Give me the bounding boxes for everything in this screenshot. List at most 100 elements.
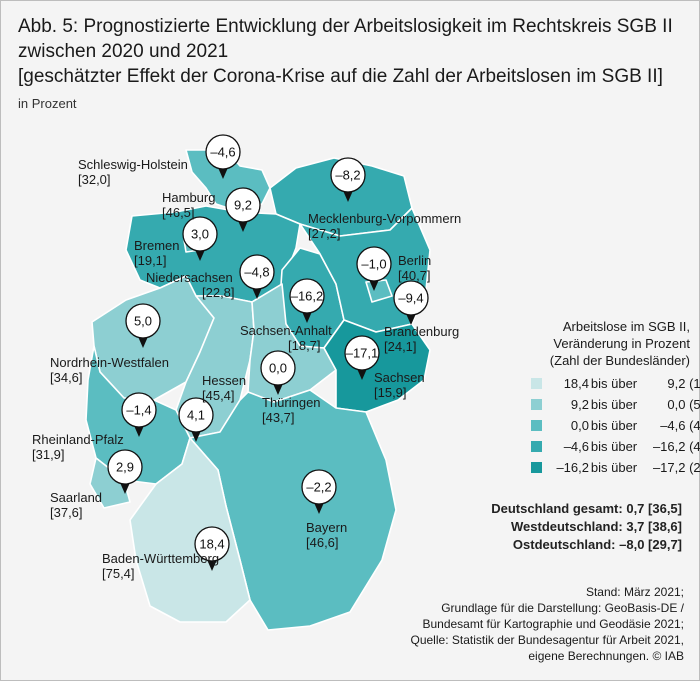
label-rp: Rheinland-Pfalz [31,9]: [32, 432, 124, 462]
value-pin-be: –1,0: [356, 246, 392, 291]
summary-label-east: Ostdeutschland:: [512, 537, 616, 552]
legend-text-5: –16,2 bis über –17,2 (2): [549, 460, 700, 475]
pin-bubble-hh: [225, 187, 261, 223]
source-note: Stand: März 2021; Grundlage für die Dars…: [384, 584, 685, 664]
label-hb: Bremen [19,1]: [134, 238, 180, 268]
label-sh-share: [32,0]: [78, 172, 111, 187]
label-th: Thüringen [43,7]: [262, 395, 321, 425]
label-sh: Schleswig-Holstein [32,0]: [78, 157, 188, 187]
label-nw: Nordrhein-Westfalen [34,6]: [50, 355, 169, 385]
legend-mid-2: bis über: [590, 397, 638, 412]
pin-bubble-sl: [107, 449, 143, 485]
legend-from-5: –16,2: [556, 460, 589, 475]
pin-value-ni: –4,8: [244, 265, 269, 280]
pin-value-bb: –9,4: [398, 291, 423, 306]
summary-label-de: Deutschland gesamt:: [491, 501, 623, 516]
summary-row-west: Westdeutschland: 3,7 [38,6]: [460, 518, 682, 536]
label-sh-name: Schleswig-Holstein: [78, 157, 188, 172]
summary-value-west: 3,7 [38,6]: [626, 519, 682, 534]
summary-value-de: 0,7 [36,5]: [626, 501, 682, 516]
label-ni: Niedersachsen [22,8]: [146, 270, 235, 300]
pin-value-nw: 5,0: [134, 314, 152, 329]
title-line-2: zwischen 2020 und 2021: [18, 41, 229, 62]
label-mv: Mecklenburg-Vorpommern [27,2]: [308, 211, 461, 241]
source-line-4: Quelle: Statistik der Bundesagentur für …: [410, 633, 685, 647]
pin-bubble-hb: [182, 216, 218, 252]
value-pin-mv: –8,2: [330, 157, 366, 202]
label-be-share: [40,7]: [398, 268, 431, 283]
pin-value-sl: 2,9: [116, 460, 134, 475]
legend-to-5: –17,2 (2): [652, 460, 700, 475]
label-bb: Brandenburg [24,1]: [384, 324, 459, 354]
value-pin-sh: –4,6: [205, 134, 241, 179]
pin-value-st: –16,2: [291, 289, 324, 304]
legend-mid-4: bis über: [590, 439, 638, 454]
pin-bubble-nw: [125, 303, 161, 339]
summary-value-east: –8,0 [29,7]: [619, 537, 682, 552]
value-pin-rp: –1,4: [121, 392, 157, 437]
legend-to-3: –4,6 (4): [660, 418, 700, 433]
legend-mid-1: bis über: [590, 376, 638, 391]
pin-bubble-th: [260, 350, 296, 386]
legend-swatch-5: [531, 462, 542, 473]
label-th-share: [43,7]: [262, 410, 295, 425]
label-sl-name: Saarland: [50, 490, 103, 505]
value-pin-by: –2,2: [301, 469, 337, 514]
value-pin-nw: 5,0: [125, 303, 161, 348]
pin-value-hb: 3,0: [191, 227, 209, 242]
pin-value-be: –1,0: [361, 257, 386, 272]
pin-bubble-sn: [344, 335, 380, 371]
legend-to-4: –16,2 (4): [652, 439, 700, 454]
pin-bubble-mv: [330, 157, 366, 193]
source-line-2: Grundlage für die Darstellung: GeoBasis-…: [441, 601, 684, 615]
legend-title-2: Veränderung in Prozent: [553, 336, 690, 351]
label-bb-share: [24,1]: [384, 339, 417, 354]
legend-swatch-1: [531, 378, 542, 389]
value-pin-bw: 18,4: [194, 526, 230, 571]
legend-to-2: 0,0 (5): [667, 397, 700, 412]
value-pin-hh: 9,2: [225, 187, 261, 232]
label-bw-name: Baden-Württemberg: [102, 551, 220, 566]
title-line-3: [geschätzter Effekt der Corona-Krise auf…: [18, 66, 663, 87]
label-sl-share: [37,6]: [50, 505, 83, 520]
summary: Deutschland gesamt: 0,7 [36,5] Westdeuts…: [460, 500, 682, 554]
label-st-name: Sachsen-Anhalt: [240, 323, 332, 338]
summary-row-east: Ostdeutschland: –8,0 [29,7]: [460, 536, 682, 554]
label-mv-name: Mecklenburg-Vorpommern: [308, 211, 462, 226]
label-sl: Saarland [37,6]: [50, 490, 102, 520]
label-sn-name: Sachsen: [374, 370, 425, 385]
pin-value-he: 4,1: [187, 408, 205, 423]
legend-swatch-3: [531, 420, 542, 431]
legend-from-4: –4,6: [563, 439, 589, 454]
title-line-1: Abb. 5: Prognostizierte Entwicklung der …: [18, 16, 673, 37]
label-he-name: Hessen: [202, 373, 247, 388]
legend-title-3: (Zahl der Bundesländer): [549, 353, 690, 368]
pin-bubble-be: [356, 246, 392, 282]
label-sn-share: [15,9]: [374, 385, 407, 400]
label-be: Berlin [40,7]: [398, 253, 431, 283]
label-hh-name: Hamburg: [162, 190, 216, 205]
pin-bubble-rp: [121, 392, 157, 428]
label-hh: Hamburg [46,5]: [162, 190, 215, 220]
label-by-share: [46,6]: [306, 535, 339, 550]
label-hb-name: Bremen: [134, 238, 180, 253]
value-pin-st: –16,2: [289, 278, 325, 323]
legend-to-1: 9,2 (1): [667, 376, 700, 391]
legend-item-4: –4,6 bis über –16,2 (4): [520, 438, 700, 457]
pin-bubble-sh: [205, 134, 241, 170]
label-by-name: Bayern: [306, 520, 348, 535]
value-pin-sn: –17,1: [344, 335, 380, 380]
legend-swatch-4: [531, 441, 542, 452]
label-ni-share: [22,8]: [202, 285, 235, 300]
value-pin-bb: –9,4: [393, 280, 429, 325]
value-pin-th: 0,0: [260, 350, 296, 395]
label-by: Bayern [46,6]: [306, 520, 347, 550]
legend-item-5: –16,2 bis über –17,2 (2): [520, 459, 700, 478]
legend-from-1: 18,4: [563, 376, 589, 391]
